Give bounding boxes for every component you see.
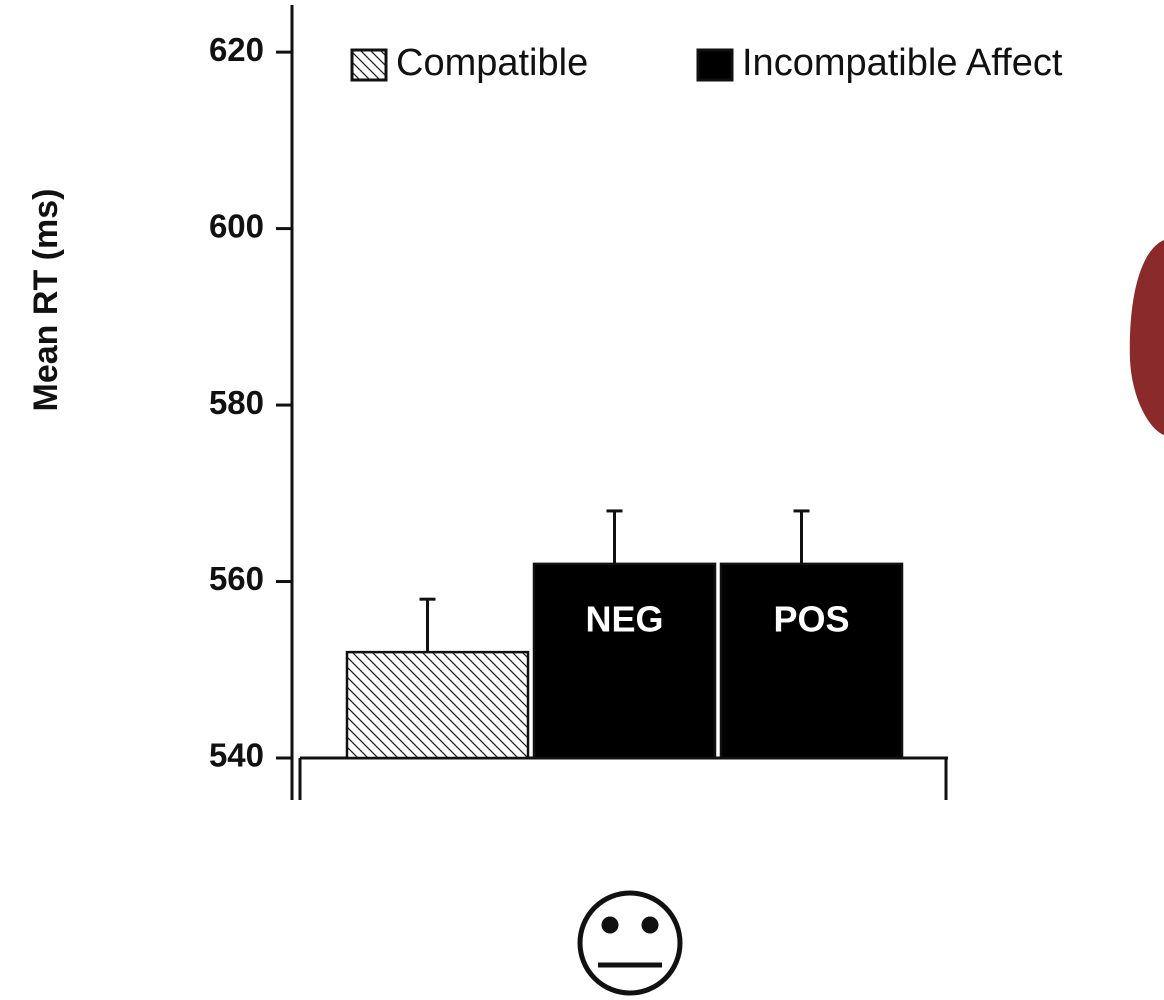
bar bbox=[719, 562, 904, 760]
bar bbox=[345, 650, 530, 760]
legend-swatch bbox=[350, 48, 388, 82]
y-tick-label: 540 bbox=[209, 737, 264, 774]
bar-label: POS bbox=[773, 599, 849, 640]
face-icon bbox=[577, 890, 683, 996]
legend-swatch bbox=[696, 48, 734, 82]
photo-fragment bbox=[1129, 240, 1164, 435]
bar bbox=[532, 562, 717, 760]
y-tick-label: 620 bbox=[209, 31, 264, 68]
legend-label: Compatible bbox=[396, 42, 588, 84]
y-tick-label: 600 bbox=[209, 207, 264, 244]
y-tick-label: 560 bbox=[209, 560, 264, 597]
y-tick-label: 580 bbox=[209, 384, 264, 421]
y-axis-label: Mean RT (ms) bbox=[27, 189, 65, 412]
legend-label: Incompatible Affect bbox=[742, 42, 1063, 84]
bar-label: NEG bbox=[585, 599, 663, 640]
